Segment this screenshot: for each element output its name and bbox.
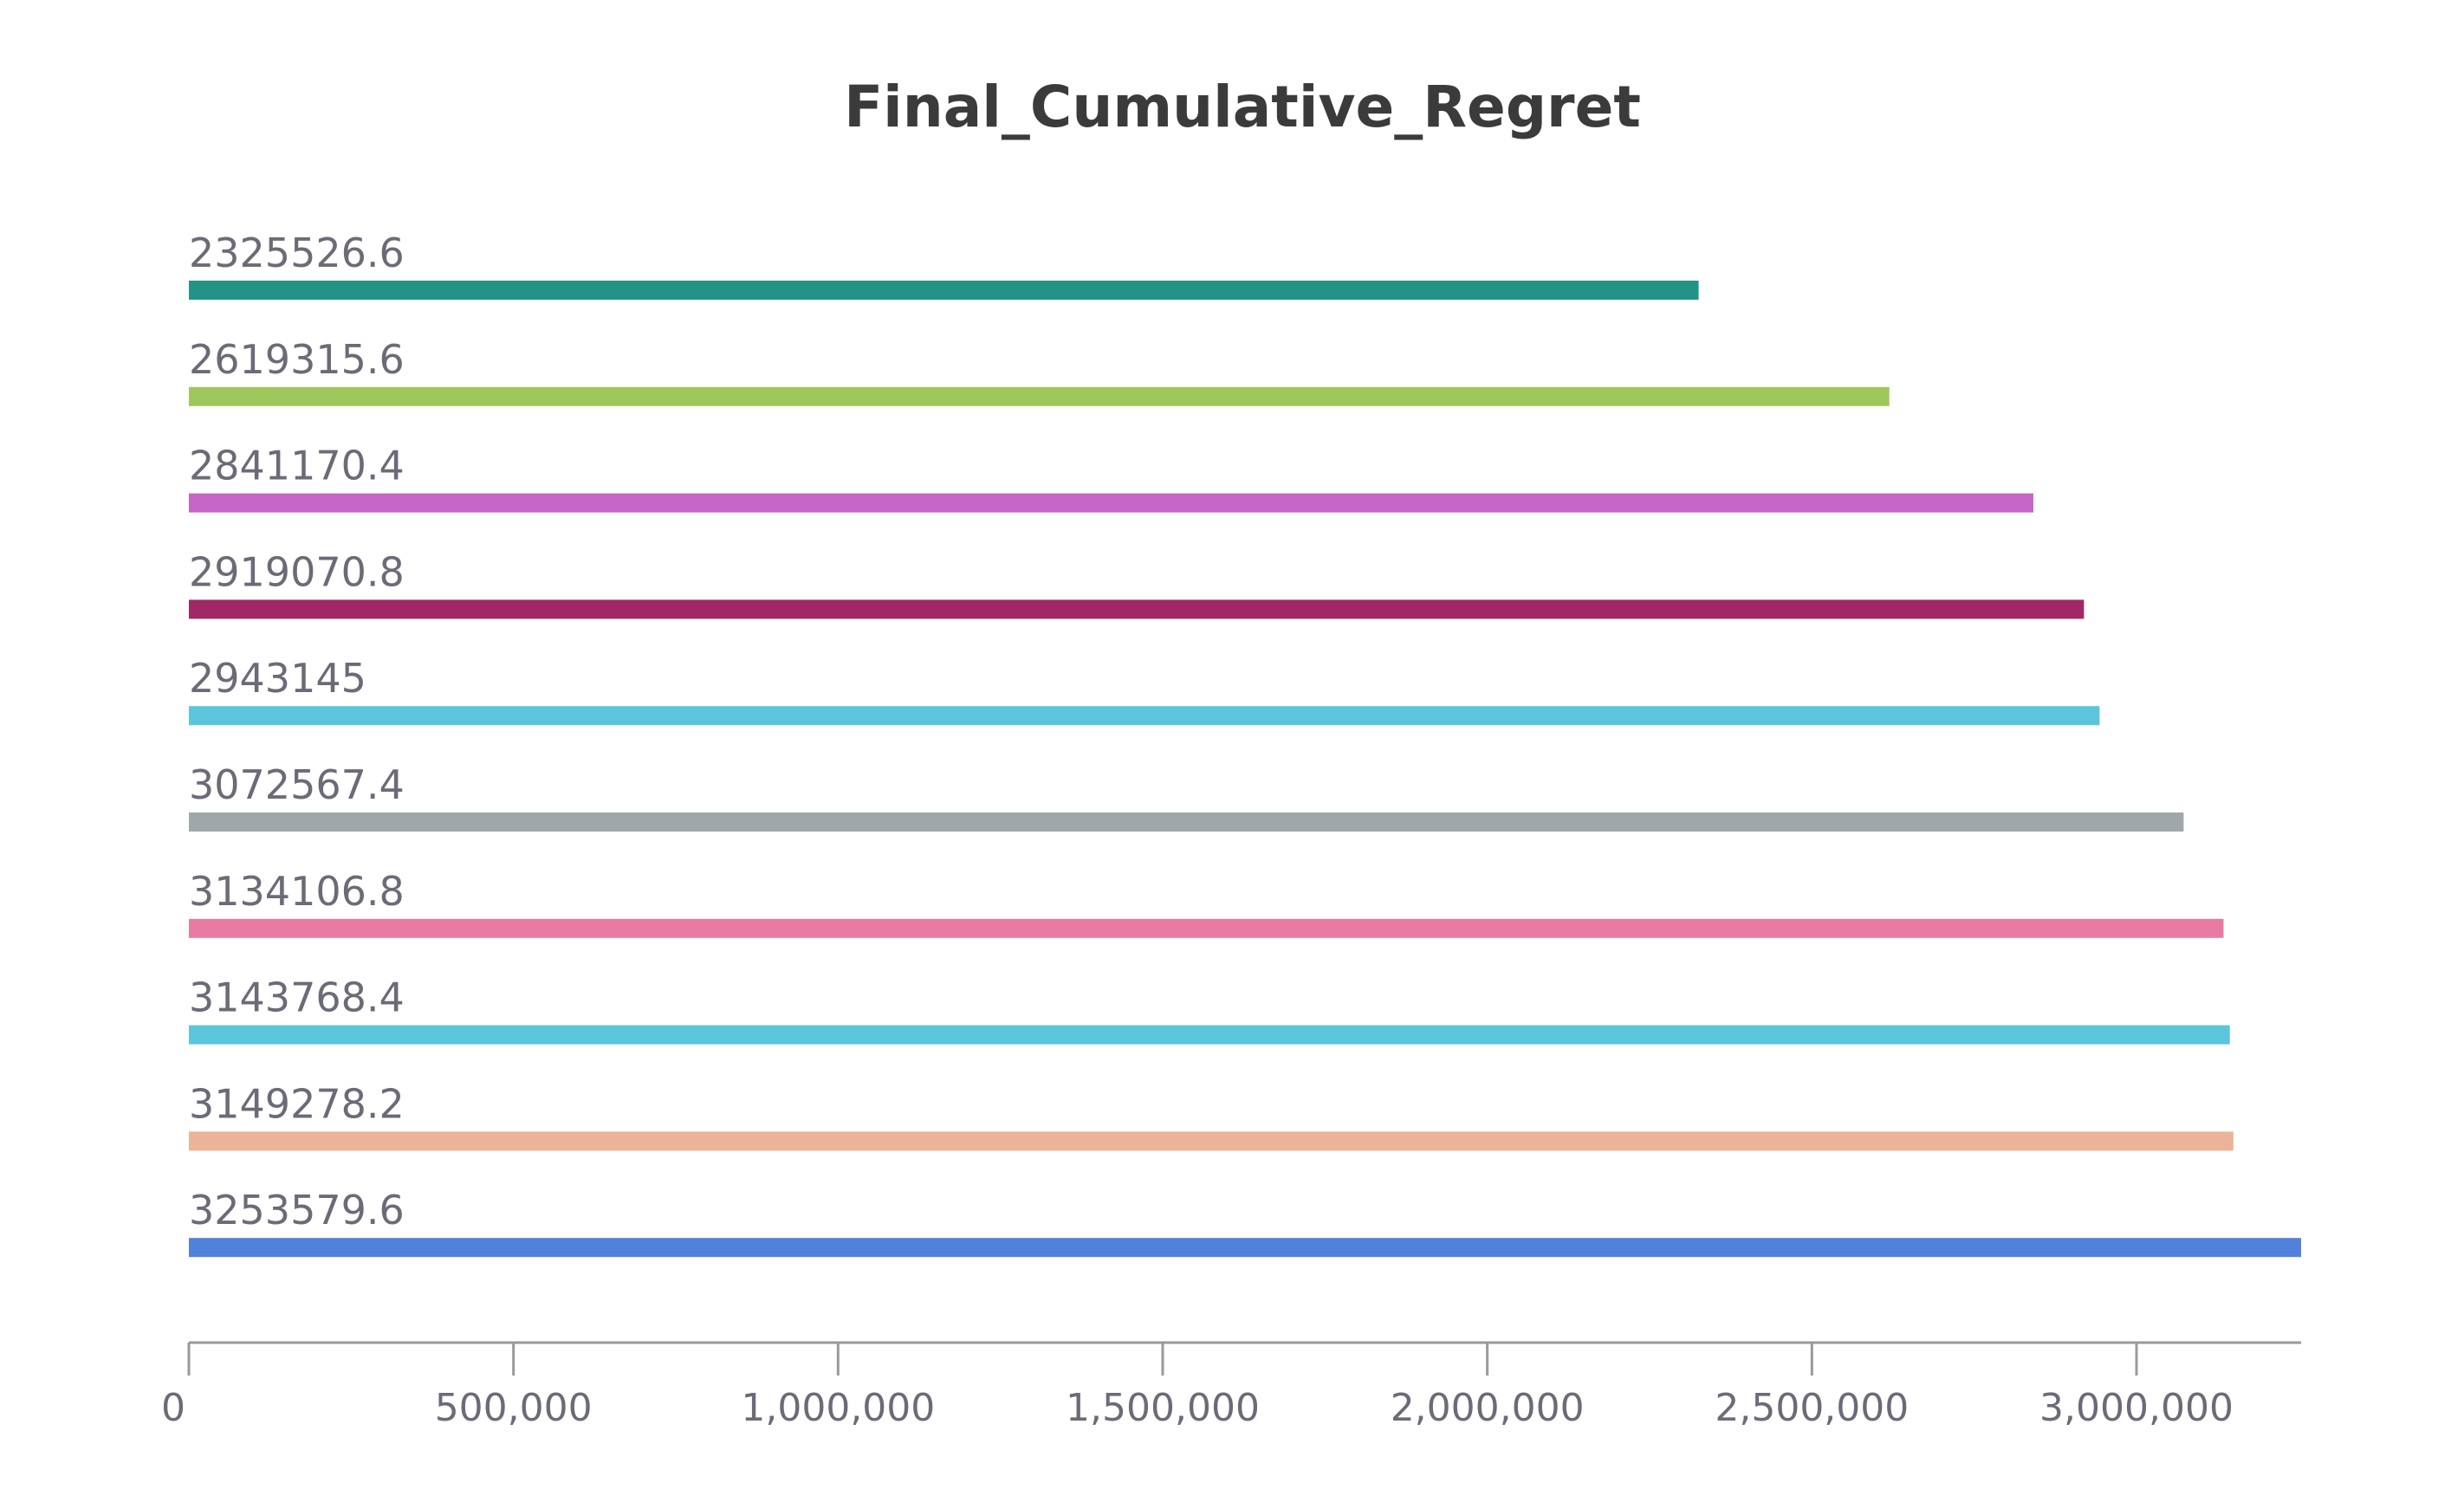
bar[interactable] xyxy=(189,918,2224,938)
bar[interactable] xyxy=(189,493,2033,513)
bar[interactable] xyxy=(189,706,2100,726)
bar[interactable] xyxy=(189,1025,2230,1045)
bar-label: 3253579.6 xyxy=(189,1187,405,1233)
x-tick-label: 2,500,000 xyxy=(1715,1386,1909,1430)
bar-label: 2619315.6 xyxy=(189,336,405,383)
x-tick-label: 3,000,000 xyxy=(2039,1386,2234,1430)
bar[interactable] xyxy=(189,599,2085,619)
bar[interactable] xyxy=(189,281,1699,300)
bar-label: 3149278.2 xyxy=(189,1080,405,1127)
bar-label: 3143768.4 xyxy=(189,974,405,1021)
x-tick-label: 2,000,000 xyxy=(1391,1386,1585,1430)
bar[interactable] xyxy=(189,812,2184,832)
bar-label: 2325526.6 xyxy=(189,230,405,276)
bar-label: 2841170.4 xyxy=(189,443,405,489)
bar-label: 3072567.4 xyxy=(189,761,405,808)
x-axis: 0 500,000 1,000,000 1,500,000 2,000,000 2,500… xyxy=(161,1341,2301,1430)
bar[interactable] xyxy=(189,1238,2301,1258)
chart-title: Final_Cumulative_Regret xyxy=(844,74,1641,140)
bar-label: 2919070.8 xyxy=(189,548,405,595)
bar-label: 2943145 xyxy=(189,655,366,702)
bar[interactable] xyxy=(189,1131,2234,1151)
x-tick-label: 1,000,000 xyxy=(741,1386,935,1430)
x-tick-label: 500,000 xyxy=(435,1386,593,1430)
bars-group: 2325526.6 2619315.6 2841170.4 2919070.8 2943… xyxy=(189,230,2301,1258)
x-tick-label: 1,500,000 xyxy=(1066,1386,1260,1430)
bar[interactable] xyxy=(189,386,1890,406)
bar-label: 3134106.8 xyxy=(189,868,405,915)
x-tick-label: 0 xyxy=(161,1386,185,1430)
